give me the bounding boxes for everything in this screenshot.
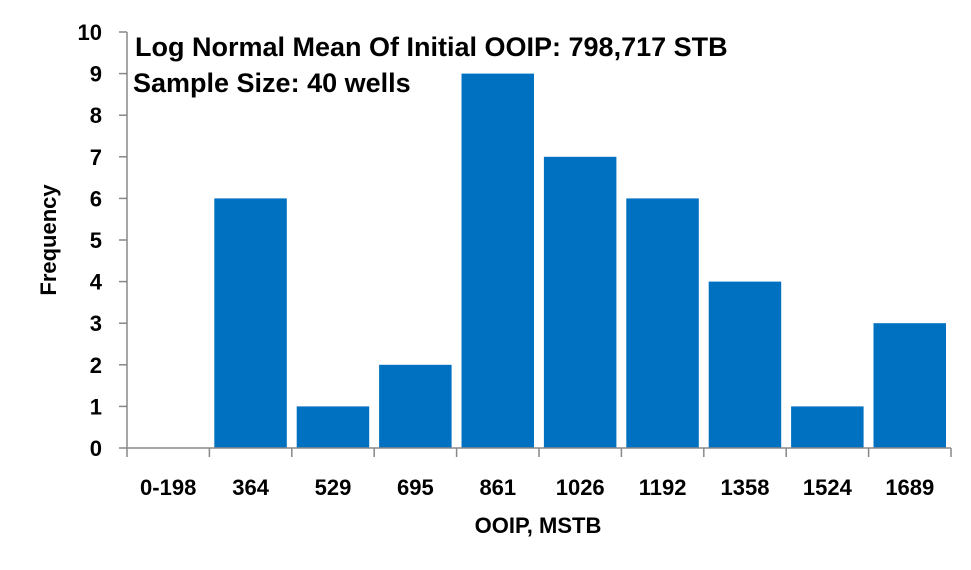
y-tick-label: 9 <box>90 62 102 87</box>
annotation-mean: Log Normal Mean Of Initial OOIP: 798,717… <box>135 32 728 62</box>
y-tick-label: 5 <box>90 228 102 253</box>
y-tick-label: 2 <box>90 353 102 378</box>
bar-1026 <box>543 156 617 449</box>
x-tick-label: 695 <box>397 475 434 500</box>
x-tick-label: 1689 <box>885 475 934 500</box>
bar-861 <box>461 73 534 448</box>
y-ticks-layer: 0 1 2 3 4 5 6 7 8 9 10 <box>78 20 127 461</box>
x-tick-label: 861 <box>479 475 516 500</box>
x-ticks-layer: 0-198 364 529 695 861 1026 1192 1358 1524 1689 <box>126 448 952 500</box>
bar-1192 <box>626 198 699 448</box>
x-tick-label: 1026 <box>556 475 605 500</box>
x-tick-label: 1192 <box>639 475 687 500</box>
y-tick-label: 3 <box>90 311 102 336</box>
x-tick-label: 1524 <box>803 475 853 500</box>
x-tick-label: 0-198 <box>140 475 196 500</box>
y-tick-label: 6 <box>90 186 102 211</box>
x-tick-label: 529 <box>315 475 352 500</box>
bar-529 <box>296 406 370 448</box>
x-tick-label: 1358 <box>721 475 770 500</box>
bar-364 <box>214 198 287 448</box>
bar-1689 <box>873 323 946 448</box>
y-tick-label: 4 <box>90 270 103 295</box>
x-axis-title: OOIP, MSTB <box>475 513 602 538</box>
bar-695 <box>379 364 452 448</box>
bar-1524 <box>791 406 864 448</box>
x-tick-label: 364 <box>232 475 269 500</box>
y-tick-label: 10 <box>78 20 102 45</box>
annotation-sample-size: Sample Size: 40 wells <box>133 68 411 98</box>
y-tick-label: 1 <box>90 394 102 419</box>
y-tick-label: 0 <box>90 436 102 461</box>
bar-1358 <box>708 281 782 448</box>
y-tick-label: 8 <box>90 103 102 128</box>
y-tick-label: 7 <box>90 145 102 170</box>
bars-layer <box>214 73 946 449</box>
y-axis-title: Frequency <box>36 184 61 296</box>
